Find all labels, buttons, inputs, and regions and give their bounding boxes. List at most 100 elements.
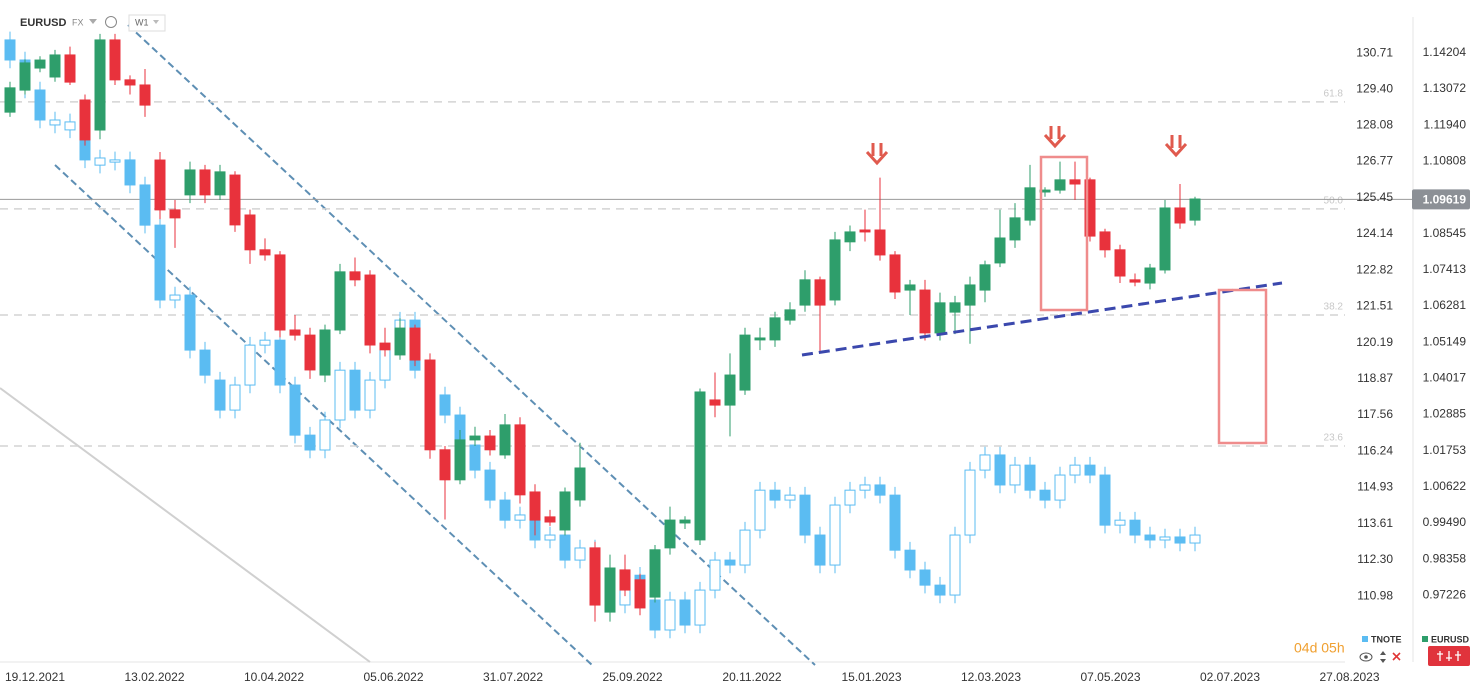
y-tick-label: 117.56: [1357, 407, 1393, 421]
candle-body: [154, 159, 166, 211]
candle-body: [139, 84, 151, 106]
candle-body: [1174, 207, 1186, 224]
channel-lower: [54, 164, 593, 666]
candle-body: [4, 39, 16, 61]
candle-body: [859, 229, 871, 233]
candle-body: [1114, 249, 1126, 277]
x-tick-label: 10.04.2022: [244, 670, 304, 684]
candle-body: [1054, 179, 1066, 191]
candle-body: [1024, 187, 1036, 221]
move-icon[interactable]: [1380, 651, 1386, 663]
candle-body: [109, 159, 121, 163]
candle-body: [1099, 474, 1111, 526]
candle-body: [349, 271, 361, 281]
candle-body: [769, 489, 781, 501]
fib-label: 38.2: [1324, 302, 1344, 313]
candle-body: [589, 547, 601, 606]
candle-body: [574, 467, 586, 501]
y-tick-label: 126.77: [1356, 154, 1393, 168]
candle-body: [664, 519, 676, 549]
candle-body: [364, 274, 376, 346]
candle-body: [274, 339, 286, 386]
y2-tick-label: 1.10808: [1423, 154, 1467, 168]
candle-body: [1144, 267, 1156, 284]
candle-body: [334, 271, 346, 331]
candle-body: [694, 391, 706, 541]
fib-label: 23.6: [1324, 433, 1344, 444]
candle-body: [844, 231, 856, 243]
candle-body: [604, 567, 616, 613]
candle-body: [919, 289, 931, 334]
candle-body: [169, 209, 181, 219]
candle-body: [34, 89, 46, 121]
y-tick-label: 113.61: [1357, 516, 1393, 530]
candle-body: [739, 529, 751, 566]
candle-body: [184, 294, 196, 351]
y2-tick-label: 1.11940: [1424, 117, 1467, 131]
candle-body: [64, 121, 76, 131]
candle-body: [319, 419, 331, 451]
y2-tick-label: 0.97226: [1423, 587, 1467, 601]
candle-body: [754, 337, 766, 341]
candle-body: [544, 516, 556, 523]
y2-tick-label: 1.07413: [1423, 262, 1467, 276]
x-tick-label: 27.08.2023: [1319, 670, 1379, 684]
candle-body: [214, 171, 226, 196]
info-icon[interactable]: [105, 16, 117, 28]
candle-body: [454, 439, 466, 481]
legend-swatch: [1422, 636, 1428, 642]
candle-body: [1069, 464, 1081, 476]
candle-body: [859, 484, 871, 491]
candle-body: [1159, 536, 1171, 541]
candle-body: [724, 374, 736, 406]
candle-body: [19, 62, 31, 91]
candle-body: [994, 237, 1006, 264]
x-tick-label: 19.12.2021: [5, 670, 65, 684]
candle-body: [1009, 217, 1021, 241]
candle-body: [1084, 179, 1096, 237]
candle-body: [184, 169, 196, 196]
interval: W1: [135, 17, 149, 27]
close-icon[interactable]: [1392, 652, 1401, 661]
candle-body: [1129, 279, 1141, 283]
y2-tick-label: 1.04017: [1423, 371, 1467, 385]
candle-body: [934, 302, 946, 334]
candle-body: [1099, 231, 1111, 251]
candle-body: [1189, 198, 1201, 221]
candle-body: [139, 184, 151, 226]
candle-body: [919, 569, 931, 586]
candle-body: [934, 584, 946, 596]
candle-body: [679, 599, 691, 626]
y-tick-label: 120.19: [1356, 335, 1393, 349]
eye-icon[interactable]: [1359, 652, 1373, 662]
candle-body: [799, 279, 811, 306]
candle-body: [499, 424, 511, 456]
candle-body: [214, 379, 226, 411]
x-tick-label: 12.03.2023: [961, 670, 1021, 684]
candle-body: [334, 369, 346, 421]
candle-body: [124, 79, 136, 86]
arrow: [1043, 126, 1067, 149]
y2-tick-label: 1.14204: [1423, 45, 1467, 59]
candle-body: [559, 491, 571, 531]
candle-body: [484, 469, 496, 501]
candle-body: [154, 224, 166, 301]
candle-body: [424, 359, 436, 451]
last-price-label: 1.09619: [1423, 193, 1467, 207]
candle-body: [379, 342, 391, 351]
y-tick-label: 114.93: [1357, 480, 1393, 494]
x-tick-label: 25.09.2022: [602, 670, 662, 684]
candle-body: [829, 504, 841, 566]
dropdown-icon[interactable]: [89, 19, 97, 24]
candle-body: [694, 589, 706, 626]
candle-body: [364, 379, 376, 411]
y-tick-label: 129.40: [1356, 81, 1393, 95]
candle-body: [514, 424, 526, 496]
candle-body: [784, 494, 796, 501]
candle-body: [79, 99, 91, 141]
y-tick-label: 116.24: [1357, 444, 1393, 458]
interval-box[interactable]: [128, 14, 166, 32]
candle-body: [709, 399, 721, 406]
fib-label: 50.0: [1324, 196, 1344, 207]
candle-body: [979, 264, 991, 291]
